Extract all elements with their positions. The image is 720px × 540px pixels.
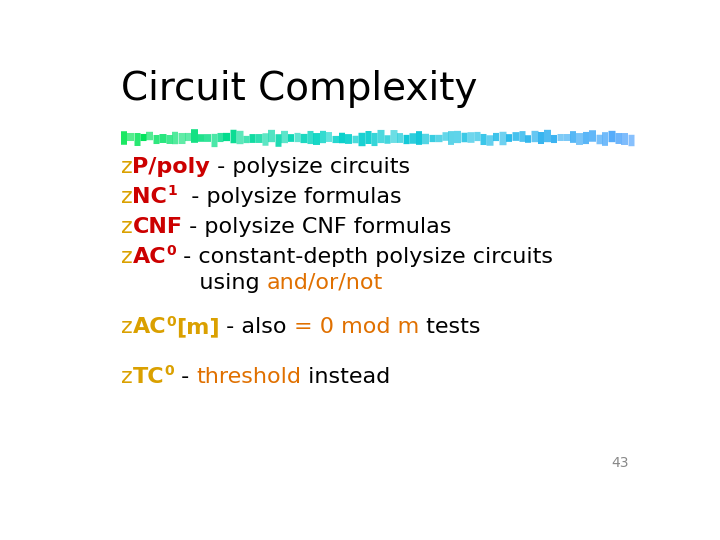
- Text: NC: NC: [132, 187, 167, 207]
- Text: z: z: [121, 187, 132, 207]
- Text: z: z: [121, 317, 132, 337]
- Text: z: z: [121, 157, 132, 177]
- Text: [m]: [m]: [176, 317, 220, 337]
- Text: tests: tests: [419, 317, 481, 337]
- Text: 0: 0: [166, 314, 176, 328]
- Text: - also: - also: [220, 317, 294, 337]
- Text: Circuit Complexity: Circuit Complexity: [121, 70, 477, 109]
- Text: using: using: [121, 273, 266, 293]
- Text: z: z: [121, 247, 132, 267]
- Text: = 0 mod m: = 0 mod m: [294, 317, 419, 337]
- Text: 0: 0: [166, 244, 176, 258]
- Text: 43: 43: [611, 456, 629, 470]
- Text: CNF: CNF: [132, 217, 182, 237]
- Text: -: -: [174, 367, 196, 387]
- Text: threshold: threshold: [196, 367, 301, 387]
- Text: z: z: [121, 217, 132, 237]
- Text: AC: AC: [132, 247, 166, 267]
- Text: AC: AC: [132, 317, 166, 337]
- Text: z: z: [121, 367, 132, 387]
- Text: 0: 0: [164, 364, 174, 379]
- Text: - polysize circuits: - polysize circuits: [210, 157, 410, 177]
- Text: instead: instead: [301, 367, 390, 387]
- Text: P/poly: P/poly: [132, 157, 210, 177]
- Text: 1: 1: [167, 184, 177, 198]
- Text: TC: TC: [132, 367, 164, 387]
- Text: and/or/not: and/or/not: [266, 273, 383, 293]
- Text: - constant-depth polysize circuits: - constant-depth polysize circuits: [176, 247, 553, 267]
- Text: - polysize CNF formulas: - polysize CNF formulas: [182, 217, 452, 237]
- Text: - polysize formulas: - polysize formulas: [177, 187, 402, 207]
